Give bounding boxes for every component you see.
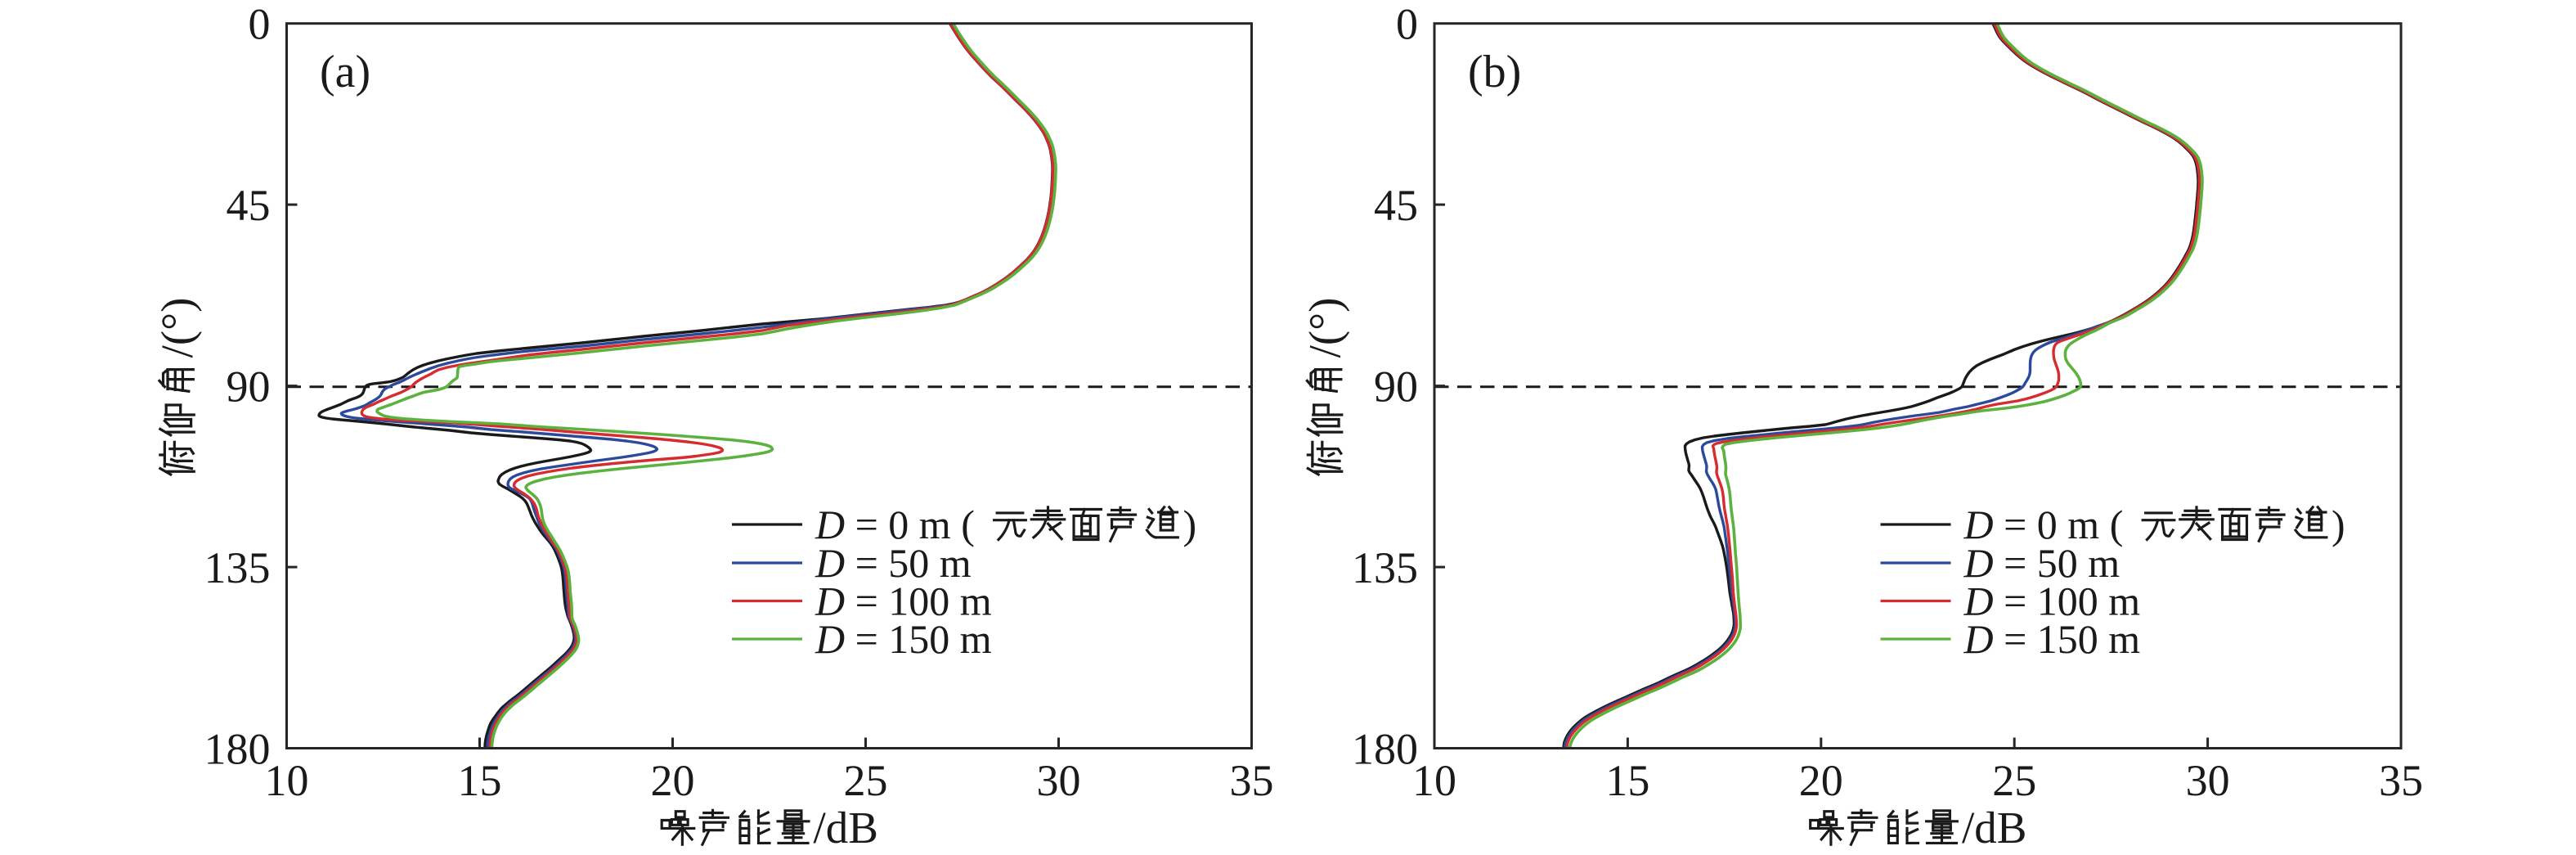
- svg-text:135: 135: [1352, 543, 1418, 592]
- svg-text:20: 20: [651, 756, 695, 805]
- svg-text:180: 180: [1352, 725, 1418, 774]
- svg-text:/dB: /dB: [1962, 803, 2026, 853]
- svg-text:D = 100 m: D = 100 m: [815, 578, 992, 624]
- svg-text:135: 135: [204, 543, 271, 592]
- svg-text:35: 35: [2379, 756, 2423, 805]
- svg-text:(a): (a): [320, 47, 370, 97]
- svg-text:10: 10: [265, 756, 309, 805]
- svg-text:15: 15: [458, 756, 502, 805]
- svg-text:45: 45: [227, 181, 271, 230]
- svg-text:0: 0: [1396, 0, 1418, 49]
- svg-text:(b): (b): [1468, 47, 1521, 97]
- svg-text:15: 15: [1605, 756, 1649, 805]
- svg-text:D = 100 m: D = 100 m: [1963, 578, 2141, 624]
- svg-text:0: 0: [249, 0, 271, 49]
- svg-text:): ): [1183, 502, 1197, 547]
- svg-text:D = 50 m: D = 50 m: [815, 540, 972, 586]
- svg-text:D = 0 m (: D = 0 m (: [1963, 502, 2124, 547]
- svg-text:D = 50 m: D = 50 m: [1963, 540, 2120, 586]
- svg-text:25: 25: [844, 756, 888, 805]
- svg-text:D = 150 m: D = 150 m: [1963, 616, 2141, 662]
- svg-text:D = 150 m: D = 150 m: [815, 616, 992, 662]
- svg-text:D = 0 m (: D = 0 m (: [815, 502, 975, 547]
- svg-text:): ): [2331, 502, 2345, 547]
- svg-text:/dB: /dB: [814, 803, 878, 853]
- svg-text:90: 90: [1374, 362, 1418, 412]
- svg-text:25: 25: [1992, 756, 2036, 805]
- svg-text:/(°): /(°): [152, 297, 202, 358]
- svg-text:35: 35: [1230, 756, 1274, 805]
- svg-text:30: 30: [2186, 756, 2230, 805]
- svg-text:20: 20: [1799, 756, 1843, 805]
- svg-text:10: 10: [1412, 756, 1456, 805]
- svg-text:90: 90: [227, 362, 271, 412]
- svg-text:30: 30: [1037, 756, 1081, 805]
- svg-text:45: 45: [1374, 181, 1418, 230]
- svg-text:/(°): /(°): [1300, 297, 1350, 358]
- svg-text:180: 180: [204, 725, 271, 774]
